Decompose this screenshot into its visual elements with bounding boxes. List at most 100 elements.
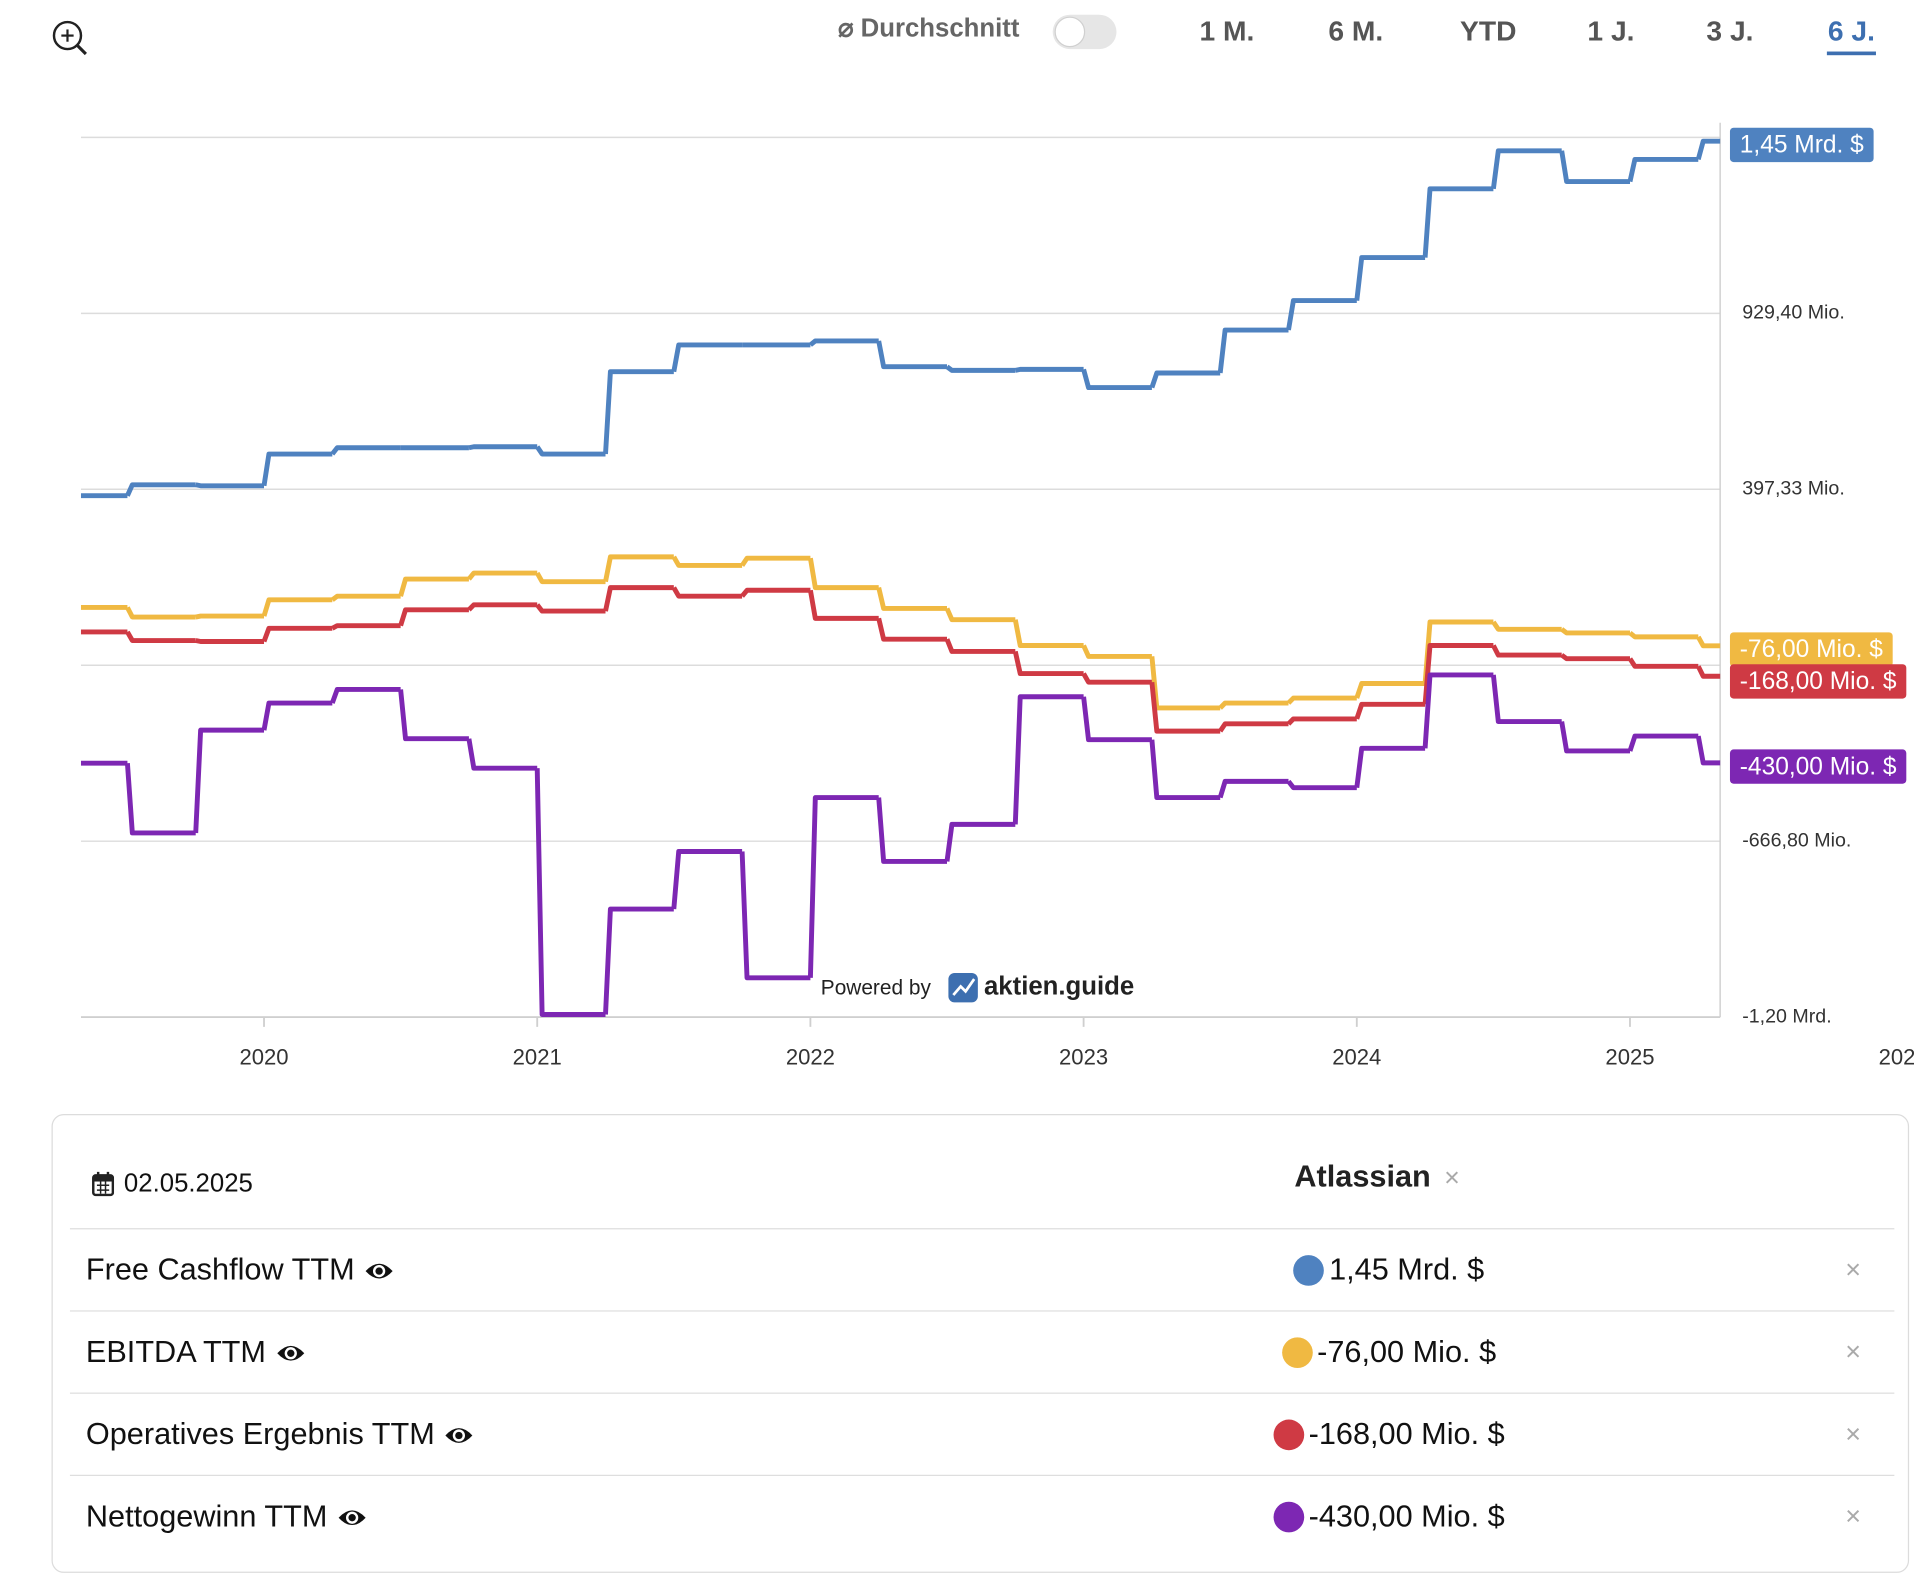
line-segment [603, 585, 674, 612]
x-tick-label: 2022 [786, 1045, 835, 1070]
metric-value-text: -76,00 Mio. $ [1317, 1334, 1497, 1369]
company: Atlassian [1294, 1159, 1431, 1194]
line-segment [1217, 778, 1289, 799]
eye-icon[interactable] [276, 1342, 305, 1364]
line-segment [1695, 735, 1721, 766]
line-segment [1286, 695, 1357, 705]
line-segment [1491, 620, 1562, 632]
remove-metric[interactable]: × [1845, 1500, 1862, 1532]
table-row: Nettogewinn TTM -430,00 Mio. $ × [69, 1474, 1895, 1558]
line-segment [1218, 700, 1289, 710]
average-toggle[interactable] [1052, 14, 1117, 50]
line-segment [876, 617, 948, 642]
metric-name: Nettogewinn TTM [86, 1476, 367, 1557]
line-segment [398, 689, 469, 742]
remove-metric[interactable]: × [1845, 1336, 1862, 1367]
line-segment [1559, 721, 1630, 754]
legend-dot [1281, 1336, 1313, 1368]
line-segment [876, 797, 948, 864]
remove-metric[interactable]: × [1845, 1253, 1862, 1285]
line-segment [1560, 627, 1630, 636]
y-tick-label: 929,40 Mio. [1742, 302, 1845, 324]
line-segment [1012, 619, 1084, 648]
line-segment [1627, 733, 1699, 752]
metric-value-text: -430,00 Mio. $ [1308, 1498, 1505, 1534]
line-segment [1422, 643, 1494, 705]
remove-company[interactable]: × [1444, 1161, 1460, 1193]
zoom-icon[interactable] [52, 20, 87, 56]
line-segment [1354, 701, 1426, 720]
line-segment [671, 586, 743, 599]
watermark-brand: aktien.guide [984, 972, 1134, 1000]
line-segment [1491, 644, 1562, 658]
line-segment [467, 602, 538, 612]
line-segment [1081, 672, 1152, 685]
line-segment [1490, 674, 1562, 724]
line-segment [330, 445, 401, 456]
x-tick-label: 2020 [239, 1045, 288, 1070]
x-tick-label: 2021 [513, 1045, 562, 1070]
line-segment [330, 687, 401, 704]
line-segment [195, 613, 265, 620]
metric-value-text: 1,45 Mrd. $ [1329, 1252, 1485, 1287]
line-segment [1696, 635, 1721, 649]
line-segment [671, 849, 743, 910]
range-button[interactable]: 6 M. [1328, 15, 1383, 47]
end-tag-box [1729, 632, 1893, 667]
calendar-icon [92, 1171, 115, 1197]
line-segment [125, 482, 196, 497]
end-tag: -76,00 Mio. $ [1729, 632, 1893, 667]
line-segment [944, 821, 1016, 862]
line-segment [124, 763, 196, 836]
metric-value: -76,00 Mio. $ [1174, 1312, 1603, 1393]
eye-icon[interactable] [445, 1424, 474, 1446]
line-segment [467, 570, 538, 581]
metric-name-text: Operatives Ergebnis TTM [85, 1417, 435, 1452]
line-segment [1081, 696, 1152, 743]
line-segment [876, 340, 948, 370]
metric-name-text: Free Cashflow TTM [85, 1252, 355, 1288]
line-segment [468, 444, 538, 451]
legend-dot [1273, 1418, 1304, 1450]
line-segment [1695, 138, 1721, 161]
remove-metric[interactable]: × [1845, 1418, 1862, 1449]
line-segment [945, 364, 1016, 373]
end-tag: -430,00 Mio. $ [1729, 749, 1907, 784]
line-segment [1422, 672, 1494, 749]
range-button[interactable]: 6 J. [1828, 15, 1875, 47]
metric-value: 1,45 Mrd. $ [1174, 1229, 1603, 1310]
line-segment [807, 557, 879, 591]
watermark: Powered by aktien.guide [821, 972, 1134, 1003]
y-tick-label: -666,80 Mio. [1742, 829, 1851, 851]
line-segment [1354, 745, 1426, 788]
legend-dot [1293, 1254, 1325, 1286]
x-tick-label: 2024 [1332, 1045, 1381, 1070]
line-segment [739, 851, 811, 981]
range-button[interactable]: 1 M. [1199, 15, 1254, 47]
eye-icon[interactable] [337, 1507, 366, 1529]
metric-value-text: -168,00 Mio. $ [1308, 1416, 1505, 1451]
line-segment [1354, 681, 1426, 699]
eye-icon[interactable] [364, 1260, 393, 1282]
y-tick-label: 397,33 Mio. [1742, 477, 1845, 499]
range-button[interactable]: 1 J. [1587, 15, 1634, 47]
line-segment [1014, 366, 1084, 373]
range-button[interactable]: 3 J. [1706, 15, 1753, 47]
table-row: Operatives Ergebnis TTM -168,00 Mio. $ × [69, 1392, 1895, 1476]
line-segment [261, 625, 333, 643]
line-segment [195, 638, 265, 644]
line-segment [740, 587, 811, 598]
range-button[interactable]: YTD [1460, 15, 1516, 47]
line-segment [1286, 779, 1357, 791]
line-segment [671, 555, 743, 568]
end-tag-box [1729, 127, 1874, 163]
end-tag-box [1729, 749, 1907, 784]
x-tick-label: 2023 [1059, 1045, 1108, 1070]
line-segment [1081, 368, 1152, 391]
line-segment [534, 768, 606, 1017]
x-tick-label: 2025 [1605, 1045, 1654, 1070]
line-segment [603, 906, 674, 1015]
metric-name: EBITDA TTM [86, 1312, 305, 1393]
line-segment [535, 571, 606, 585]
